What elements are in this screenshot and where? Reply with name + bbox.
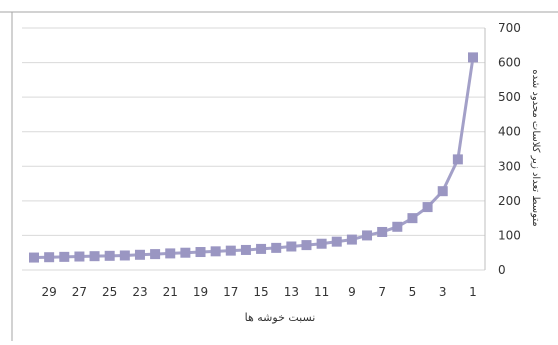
x-tick-label-13: 13	[284, 285, 299, 299]
x-tick-label-19: 19	[193, 285, 208, 299]
data-point-17	[225, 245, 236, 256]
data-point-28	[59, 251, 70, 262]
series-line-0	[33, 57, 475, 260]
axes: 0100200300400500600700135791113151719212…	[41, 21, 520, 299]
y-tick-label-400: 400	[498, 125, 521, 139]
x-tick-label-23: 23	[132, 285, 147, 299]
y-tick-label-0: 0	[498, 263, 506, 277]
data-point-25	[104, 250, 115, 261]
data-point-23	[134, 249, 145, 260]
data-point-24	[119, 250, 130, 261]
data-point-27	[74, 251, 85, 262]
data-point-8	[362, 230, 373, 241]
data-point-19	[195, 247, 206, 258]
x-tick-label-17: 17	[223, 285, 238, 299]
data-point-3	[437, 186, 448, 197]
data-point-12	[301, 240, 312, 251]
data-point-1	[468, 52, 478, 63]
data-point-6	[392, 221, 403, 232]
y-tick-label-100: 100	[498, 228, 521, 242]
y-tick-label-600: 600	[498, 56, 521, 70]
data-point-30	[29, 252, 39, 263]
x-tick-label-7: 7	[378, 285, 386, 299]
data-point-10	[331, 236, 342, 247]
data-point-14	[271, 242, 282, 253]
x-tick-label-15: 15	[253, 285, 268, 299]
gridlines	[22, 27, 485, 271]
data-point-2	[452, 154, 463, 165]
data-point-21	[165, 248, 176, 259]
data-point-15	[256, 243, 267, 254]
x-tick-label-29: 29	[41, 285, 56, 299]
data-point-29	[44, 252, 55, 263]
data-point-13	[286, 241, 297, 252]
x-tick-label-27: 27	[72, 285, 87, 299]
x-tick-label-3: 3	[439, 285, 447, 299]
x-tick-label-9: 9	[348, 285, 356, 299]
data-point-26	[89, 251, 100, 262]
data-point-22	[150, 249, 161, 260]
data-point-5	[407, 213, 418, 224]
x-tick-label-25: 25	[102, 285, 117, 299]
y-tick-label-200: 200	[498, 194, 521, 208]
axis-labels: نسبت خوشه ها متوسط تعداد زیر کلاسات محدو…	[245, 69, 541, 324]
x-tick-label-1: 1	[469, 285, 477, 299]
y-axis-title: متوسط تعداد زیر کلاسات محدود شده	[530, 69, 541, 226]
y-tick-label-500: 500	[498, 90, 521, 104]
x-axis-title: نسبت خوشه ها	[245, 311, 316, 324]
x-tick-label-21: 21	[163, 285, 178, 299]
data-point-16	[240, 244, 251, 255]
series	[29, 52, 478, 263]
data-point-4	[422, 202, 433, 213]
data-point-20	[180, 247, 191, 258]
y-tick-label-300: 300	[498, 159, 521, 173]
data-point-18	[210, 246, 221, 257]
y-tick-label-700: 700	[498, 21, 521, 35]
x-tick-label-11: 11	[314, 285, 329, 299]
data-point-11	[316, 238, 327, 249]
x-tick-label-5: 5	[409, 285, 417, 299]
data-point-9	[346, 234, 357, 245]
data-point-7	[377, 226, 388, 237]
